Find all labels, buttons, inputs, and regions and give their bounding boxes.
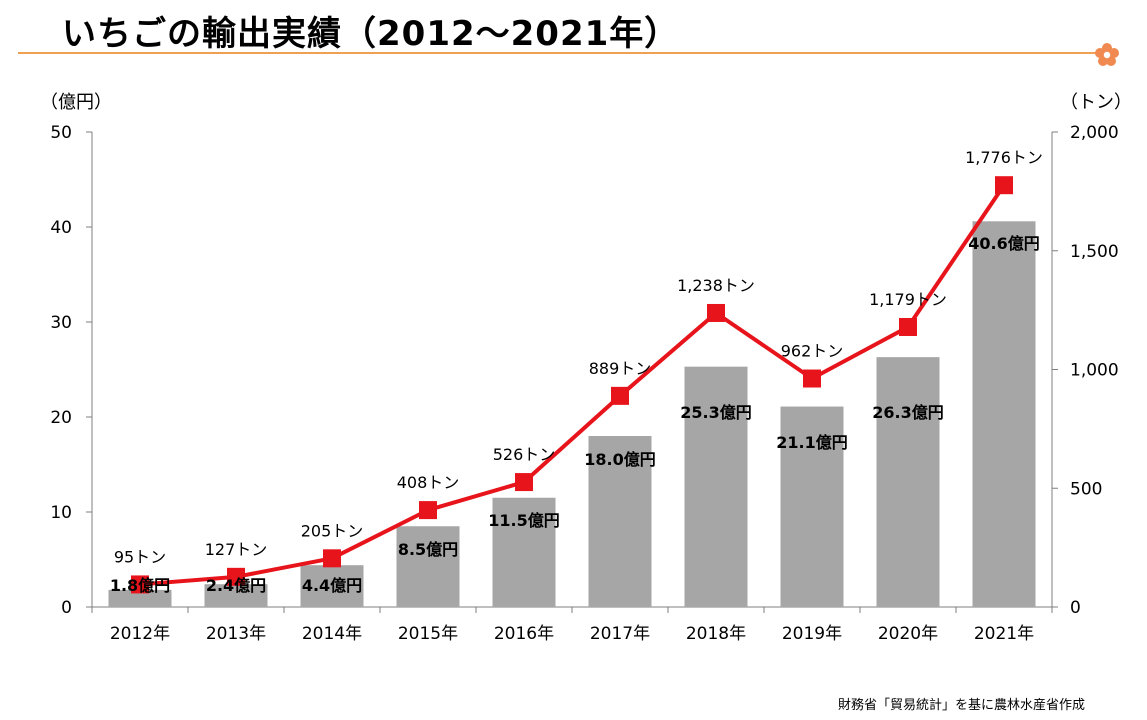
volume-data-label: 127トン	[205, 540, 268, 559]
value-data-label: 1.8億円	[110, 576, 170, 595]
x-axis-tick-label: 2020年	[878, 624, 938, 644]
value-data-label: 25.3億円	[680, 403, 751, 422]
x-axis-tick-label: 2021年	[974, 624, 1034, 644]
bar-2015年	[396, 526, 460, 607]
flower-icon	[1095, 43, 1119, 66]
bar-2020年	[876, 357, 940, 607]
volume-marker-2012年	[131, 575, 149, 594]
value-data-label: 26.3億円	[872, 403, 943, 422]
left-axis-tick-label: 40	[50, 218, 72, 238]
left-axis-tick-label: 10	[50, 503, 72, 523]
source-note: 財務省「貿易統計」を基に農林水産省作成	[837, 698, 1085, 713]
value-data-label: 21.1億円	[776, 433, 847, 452]
x-axis-tick-label: 2015年	[398, 624, 458, 644]
volume-marker-2016年	[515, 473, 533, 492]
bar-2016年	[492, 497, 556, 607]
title-underline	[18, 52, 1096, 54]
x-axis-tick-label: 2019年	[782, 624, 842, 644]
volume-marker-2018年	[707, 303, 725, 322]
bar-2019年	[780, 406, 844, 607]
right-axis-unit: （トン）	[1060, 92, 1132, 113]
volume-marker-2015年	[419, 501, 437, 520]
left-axis-unit: （億円）	[40, 92, 112, 113]
volume-data-label: 1,179トン	[869, 290, 947, 309]
right-axis-tick-label: 0	[1070, 598, 1081, 618]
value-data-label: 8.5億円	[398, 540, 458, 559]
bar-2012年	[108, 589, 172, 607]
x-axis-tick-label: 2016年	[494, 624, 554, 644]
volume-marker-2020年	[899, 317, 917, 336]
volume-data-label: 1,776トン	[965, 148, 1043, 167]
bar-2017年	[588, 436, 652, 607]
volume-line	[139, 184, 1006, 587]
volume-data-label: 205トン	[301, 521, 364, 540]
page-title: いちごの輸出実績（2012〜2021年）	[62, 14, 680, 54]
right-axis-tick-label: 2,000	[1070, 123, 1119, 143]
x-axis-tick-label: 2018年	[686, 624, 746, 644]
right-axis-tick-label: 500	[1070, 479, 1102, 499]
volume-data-label: 408トン	[397, 473, 460, 492]
x-axis-tick-label: 2012年	[110, 624, 170, 644]
volume-data-label: 95トン	[114, 547, 166, 566]
bar-2021年	[972, 221, 1036, 608]
volume-marker-2014年	[323, 549, 341, 568]
left-axis-tick-label: 50	[50, 123, 72, 143]
volume-marker-2017年	[611, 386, 629, 405]
left-axis-tick-label: 30	[50, 313, 72, 333]
right-axis-tick-label: 1,500	[1070, 242, 1119, 262]
volume-data-label: 526トン	[493, 445, 556, 464]
volume-data-label: 889トン	[589, 359, 652, 378]
x-axis-tick-label: 2013年	[206, 624, 266, 644]
volume-marker-2013年	[227, 567, 245, 586]
value-data-label: 2.4億円	[206, 576, 266, 595]
value-data-label: 40.6億円	[968, 234, 1039, 253]
value-data-label: 4.4億円	[302, 576, 362, 595]
bar-2013年	[204, 584, 268, 607]
value-data-label: 11.5億円	[488, 511, 559, 530]
volume-data-label: 962トン	[781, 342, 844, 361]
volume-data-label: 1,238トン	[677, 276, 755, 295]
bar-2014年	[300, 565, 364, 607]
left-axis-tick-label: 20	[50, 408, 72, 428]
x-axis-tick-label: 2017年	[590, 624, 650, 644]
volume-marker-2021年	[995, 176, 1013, 195]
value-data-label: 18.0億円	[584, 450, 655, 469]
left-axis-tick-label: 0	[61, 598, 72, 618]
right-axis-tick-label: 1,000	[1070, 361, 1119, 381]
volume-marker-2019年	[803, 369, 821, 388]
bar-2018年	[684, 366, 748, 607]
x-axis-tick-label: 2014年	[302, 624, 362, 644]
